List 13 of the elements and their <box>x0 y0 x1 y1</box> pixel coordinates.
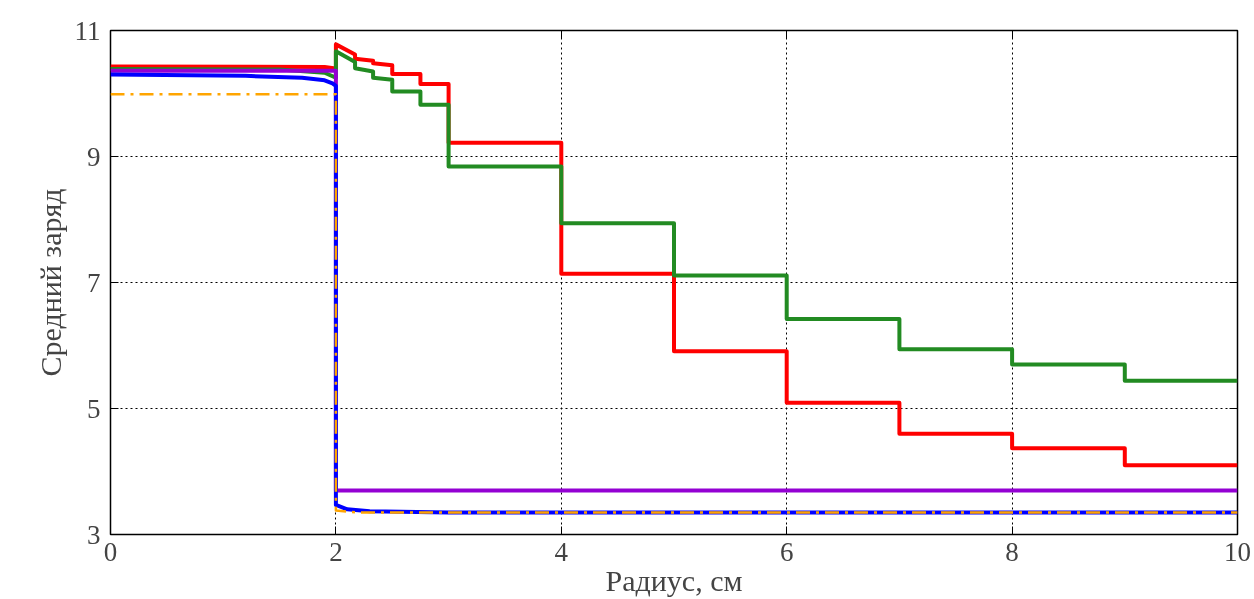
y-tick-label: 5 <box>87 393 101 424</box>
x-axis-title: Радиус, см <box>605 563 743 597</box>
y-tick-label: 11 <box>74 15 101 46</box>
x-tick-label: 4 <box>554 536 569 567</box>
x-tick-label: 6 <box>779 536 794 567</box>
y-axis-title: Средний заряд <box>33 188 67 377</box>
y-tick-label: 9 <box>87 141 101 172</box>
x-tick-label: 10 <box>1224 536 1251 567</box>
x-tick-label: 2 <box>329 536 343 567</box>
y-tick-label: 3 <box>87 519 101 550</box>
y-tick-label: 7 <box>87 267 101 298</box>
x-tick-label: 0 <box>103 536 118 567</box>
x-tick-label: 8 <box>1005 536 1019 567</box>
